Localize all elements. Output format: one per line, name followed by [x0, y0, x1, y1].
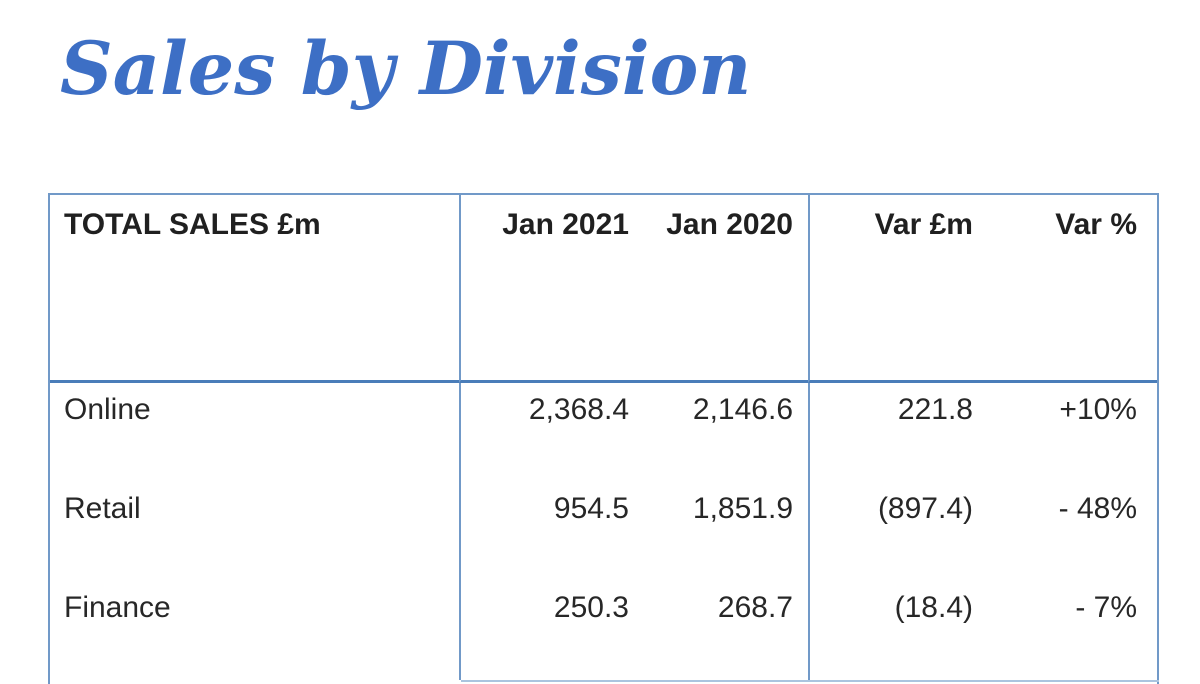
row-online-var-gbp: 221.8: [808, 383, 985, 482]
row-online-var-pct: +10%: [1059, 393, 1137, 426]
header-var-gbp: Var £m: [808, 195, 985, 383]
row-retail-var-gbp: (897.4): [808, 482, 985, 581]
header-var-pct: Var %: [985, 195, 1157, 383]
row-retail-division: Retail: [64, 492, 141, 525]
header-jan-2021: Jan 2021: [459, 195, 635, 383]
row-finance-jan-2021: 250.3: [459, 581, 635, 680]
row-online-jan-2021: 2,368.4: [459, 383, 635, 482]
row-retail-jan-2021: 954.5: [459, 482, 635, 581]
row-finance-jan-2020: 268.7: [717, 591, 793, 624]
partial-gridline: [461, 680, 1159, 682]
page-title: Sales by Division: [60, 26, 752, 112]
row-finance-var-gbp: (18.4): [808, 581, 985, 680]
header-total-sales: TOTAL SALES £m: [50, 195, 459, 383]
row-retail-jan-2020: 1,851.9: [692, 492, 793, 525]
row-online-division: Online: [64, 393, 151, 426]
row-finance-division: Finance: [64, 591, 171, 624]
row-retail-var-pct: - 48%: [1058, 492, 1137, 525]
row-online-jan-2020: 2,146.6: [692, 393, 793, 426]
row-finance-var-pct: - 7%: [1075, 591, 1137, 624]
header-jan-2020: Jan 2020: [635, 195, 808, 383]
sales-by-division-table: TOTAL SALES £m Jan 2021 Jan 2020 Var £m …: [48, 193, 1159, 684]
